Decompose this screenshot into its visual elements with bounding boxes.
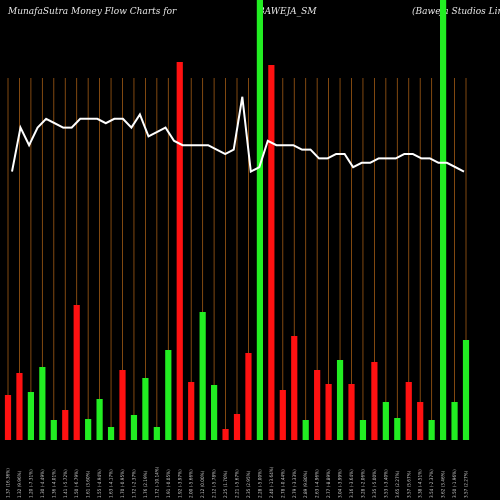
bar <box>394 418 401 440</box>
bar <box>268 65 275 440</box>
x-tick-label: 3.54 (-2.37%) <box>429 469 434 498</box>
bar <box>85 419 92 440</box>
x-tick-label: 1.20 (-7.31%) <box>28 469 33 498</box>
bar <box>336 360 344 440</box>
x-tick-label: 3.65 (2.27%) <box>395 470 400 498</box>
x-tick-label: 2.00 (-5.66%) <box>189 469 194 498</box>
chart-title-symbol: BAWEJA_SM <box>258 7 317 17</box>
bar <box>142 378 149 440</box>
bar <box>199 312 206 440</box>
x-tick-label: 1.70 (-0.95%) <box>120 469 125 498</box>
x-tick-label: 1.32 (9.96%) <box>17 470 22 498</box>
x-tick-label: 2.21 (-5.67%) <box>235 469 240 498</box>
x-tick-label: 3.28 (-2.06%) <box>360 469 365 498</box>
bar <box>371 362 378 440</box>
bar <box>428 420 435 440</box>
x-tick-label: 1.55 (-4.94%) <box>97 469 102 498</box>
x-tick-label: 3.57 (5.67%) <box>406 470 411 498</box>
bar <box>382 402 389 440</box>
bar <box>451 402 458 440</box>
bar <box>233 414 241 440</box>
x-tick-label: 3.50 (-1.96%) <box>452 469 457 498</box>
x-tick-label: 3.53 (-3.40%) <box>383 469 388 498</box>
bar <box>188 382 195 440</box>
x-tick-label: 2.12 (0.00%) <box>200 470 205 498</box>
x-tick-label: 1.63 (-4.17%) <box>109 469 114 498</box>
x-tick-label: 1.50 (-6.79%) <box>74 469 79 498</box>
x-tick-label: 2.77 (-8.89%) <box>326 469 331 498</box>
x-tick-label: 1.61 (3.60%) <box>86 470 91 498</box>
bar <box>16 373 23 440</box>
x-tick-label: 1.72 (-10.14%) <box>154 466 159 498</box>
x-tick-label: 1.30 (-4.49%) <box>40 469 45 498</box>
bar <box>27 392 34 440</box>
x-tick-label: 1.76 (2.19%) <box>143 470 148 498</box>
bar <box>153 427 160 440</box>
bar <box>302 420 309 440</box>
bar <box>4 395 12 440</box>
x-tick-label: 1.41 (-5.72%) <box>63 469 68 498</box>
x-tick-label: 3.16 (-3.64%) <box>349 469 354 498</box>
bar <box>314 370 321 440</box>
bar <box>107 427 115 440</box>
bar <box>348 384 355 440</box>
x-tick-label: 2.40 (-13.64%) <box>269 466 274 498</box>
x-tick-label: 2.63 (-4.96%) <box>315 469 320 498</box>
x-tick-label: 1.36 (-4.01%) <box>51 469 56 498</box>
bar <box>130 415 138 440</box>
bar <box>62 410 69 440</box>
bar <box>222 429 229 440</box>
bar <box>96 399 103 440</box>
x-tick-label: 2.28 (-5.00%) <box>257 469 262 498</box>
bar <box>50 420 57 440</box>
bar <box>279 390 286 440</box>
bar <box>73 305 80 440</box>
x-tick-label: 3.57 (2.27%) <box>464 470 469 498</box>
x-tick-label: 1.91 (-0.05%) <box>166 469 171 498</box>
x-tick-label: 3.04 (-3.99%) <box>338 469 343 498</box>
bar <box>119 370 126 440</box>
bar <box>440 0 447 440</box>
x-tick-label: 2.78 (-0.44%) <box>280 469 285 498</box>
bar <box>325 384 332 440</box>
x-tick-label: 3.62 (3.46%) <box>441 470 446 498</box>
x-tick-label: 3.38 (-4.51%) <box>418 469 423 498</box>
bar <box>291 336 298 440</box>
x-tick-label: 1.37 (16.36%) <box>6 468 11 498</box>
bar <box>256 0 263 440</box>
bar <box>417 402 424 440</box>
x-tick-label: 2.79 (-3.33%) <box>292 469 297 498</box>
bar <box>462 340 470 440</box>
chart-title-company: (Baweja Studios Limit <box>412 7 500 17</box>
bar <box>39 367 46 440</box>
bar <box>359 420 367 440</box>
price-line <box>11 96 465 174</box>
x-tick-label: 1.92 (-3.97%) <box>177 469 182 498</box>
x-tick-label: 1.72 (-2.37%) <box>131 469 136 498</box>
x-tick-label: 2.25 (1.70%) <box>223 470 228 498</box>
bar <box>245 353 252 440</box>
x-tick-label: 2.12 (-5.78%) <box>212 469 217 498</box>
bar <box>165 350 172 440</box>
chart-title-left: MunafaSutra Money Flow Charts for <box>8 7 177 17</box>
x-tick-label: 2.35 (2.95%) <box>246 470 251 498</box>
x-tick-label: 2.89 (9.80%) <box>303 470 308 498</box>
bar <box>211 385 218 440</box>
x-tick-label: 3.35 (-5.00%) <box>372 469 377 498</box>
bar <box>405 382 412 440</box>
bar <box>176 62 183 440</box>
